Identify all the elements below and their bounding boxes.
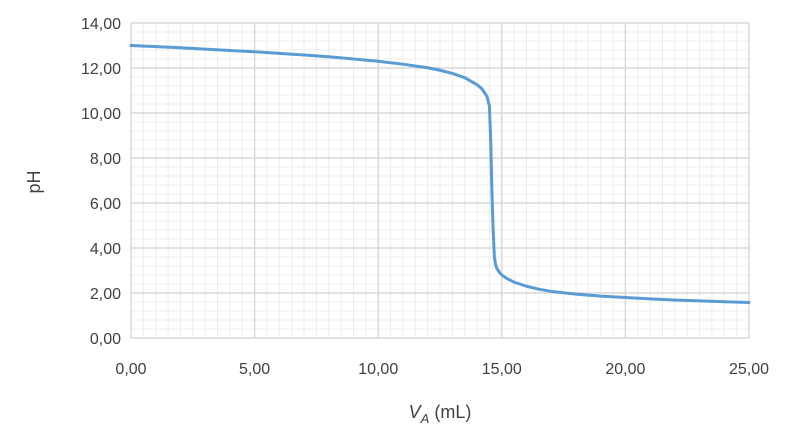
y-tick-label: 8,00 [90, 151, 121, 168]
y-axis-tick-labels: 0,00 2,00 4,00 6,00 8,00 10,00 12,00 14,00 [81, 16, 121, 348]
y-tick-label: 2,00 [90, 286, 121, 303]
y-axis-title: pH [24, 170, 44, 193]
titration-curve-line [129, 44, 751, 304]
minor-gridlines [130, 22, 750, 339]
x-axis-title-subscript: A [420, 411, 430, 426]
x-tick-label: 25,00 [729, 361, 769, 378]
y-tick-label: 6,00 [90, 196, 121, 213]
x-tick-label: 20,00 [605, 361, 645, 378]
x-tick-label: 10,00 [358, 361, 398, 378]
x-tick-label: 0,00 [115, 361, 146, 378]
x-axis-title-main: V [409, 402, 423, 422]
y-tick-label: 0,00 [90, 331, 121, 348]
y-tick-label: 4,00 [90, 241, 121, 258]
data-series [129, 44, 751, 304]
x-axis-title: VA (mL) [409, 402, 472, 426]
x-tick-label: 5,00 [239, 361, 270, 378]
y-tick-label: 12,00 [81, 61, 121, 78]
x-axis-title-unit: (mL) [429, 402, 471, 422]
major-gridlines [130, 22, 750, 339]
x-tick-label: 15,00 [482, 361, 522, 378]
x-axis-tick-labels: 0,00 5,00 10,00 15,00 20,00 25,00 [115, 361, 769, 378]
y-tick-label: 10,00 [81, 106, 121, 123]
y-tick-label: 14,00 [81, 16, 121, 33]
